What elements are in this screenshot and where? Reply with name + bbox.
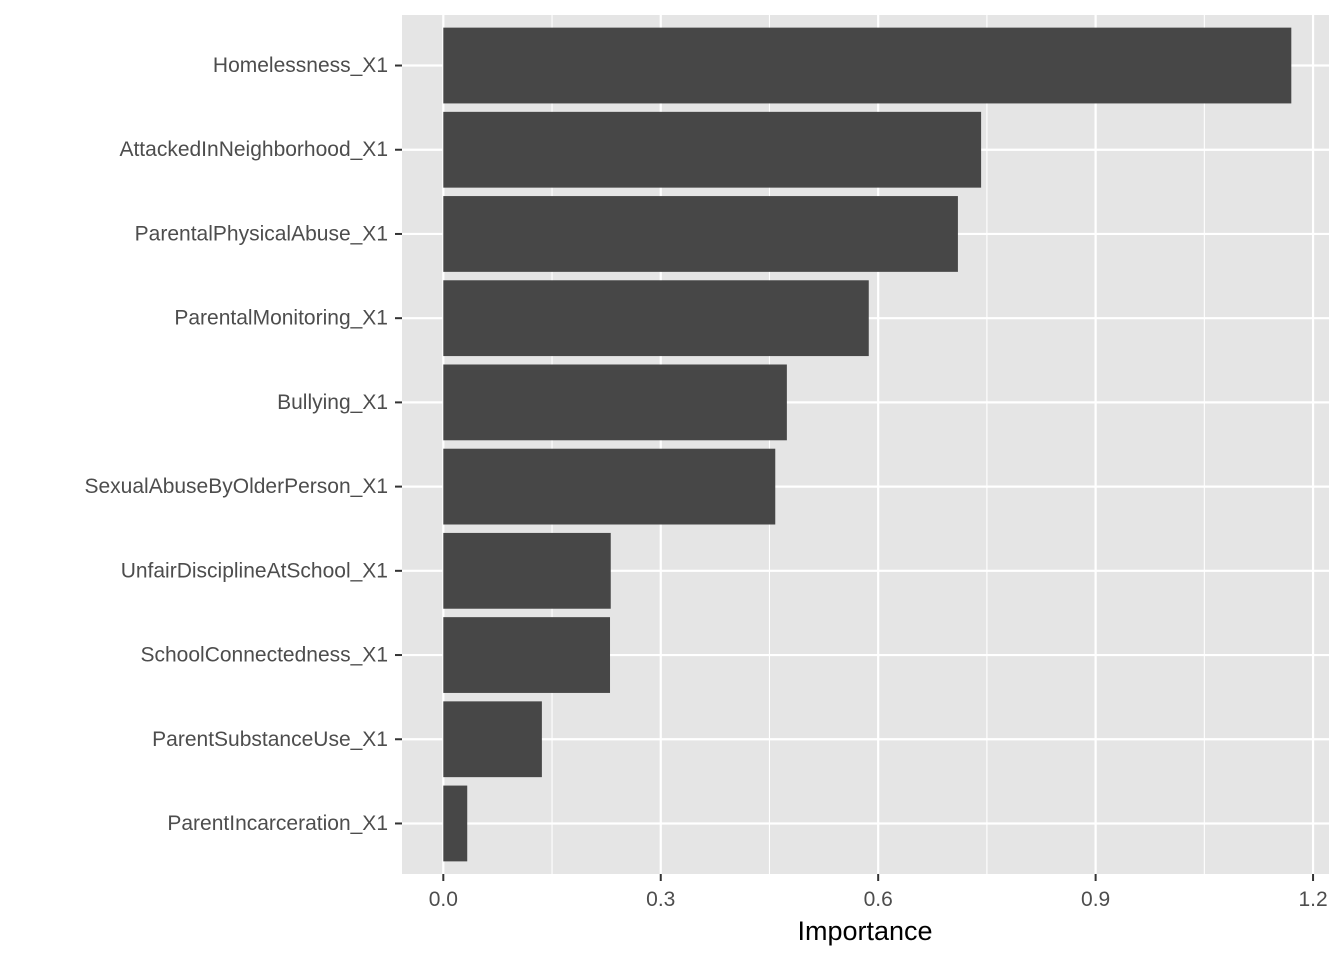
y-tick-label: SexualAbuseByOlderPerson_X1: [84, 475, 388, 498]
y-tick-label: Bullying_X1: [277, 391, 388, 414]
y-tick-label: Homelessness_X1: [213, 54, 388, 77]
y-tick-label: ParentalMonitoring_X1: [174, 307, 388, 330]
bars: [443, 27, 1292, 862]
bar: [443, 448, 776, 525]
y-tick-label: AttackedInNeighborhood_X1: [119, 138, 388, 161]
x-axis: 0.0 0.3 0.6 0.9 1.2: [429, 874, 1328, 911]
bar: [443, 701, 542, 778]
bar: [443, 364, 787, 441]
x-tick-label: 0.3: [646, 888, 675, 911]
bar: [443, 111, 982, 188]
bar: [443, 27, 1292, 104]
bar: [443, 617, 611, 693]
bar: [443, 280, 869, 357]
y-tick-label: ParentIncarceration_X1: [167, 812, 388, 835]
bar: [443, 785, 468, 862]
bar: [443, 532, 611, 609]
y-tick-label: UnfairDisciplineAtSchool_X1: [121, 559, 388, 582]
y-tick-label: ParentSubstanceUse_X1: [152, 728, 388, 751]
x-tick-label: 0.0: [429, 888, 458, 911]
y-tick-label: ParentalPhysicalAbuse_X1: [135, 222, 388, 245]
y-tick-label: SchoolConnectedness_X1: [140, 644, 388, 667]
bar: [443, 196, 958, 272]
x-tick-label: 0.6: [864, 888, 893, 911]
x-axis-title: Importance: [797, 916, 932, 946]
x-tick-label: 0.9: [1081, 888, 1110, 911]
x-tick-label: 1.2: [1298, 888, 1327, 911]
y-axis: Homelessness_X1 AttackedInNeighborhood_X1…: [84, 54, 402, 835]
